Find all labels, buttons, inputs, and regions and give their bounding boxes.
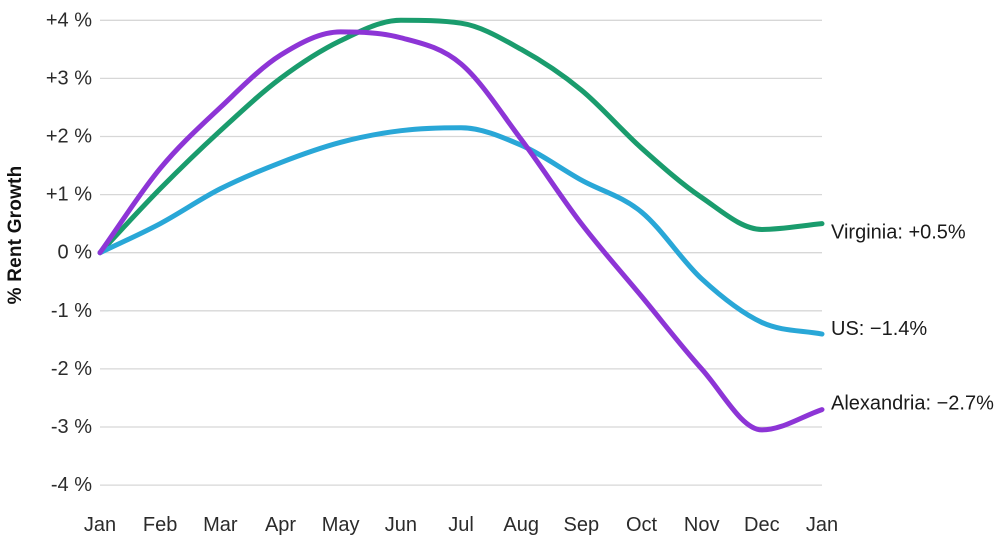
series-end-label-us: US: −1.4% (831, 318, 927, 340)
x-tick-label: Jul (448, 514, 474, 536)
x-tick-label: Jun (385, 514, 417, 536)
series-end-label-virginia: Virginia: +0.5% (831, 222, 966, 244)
x-tick-label: Jan (806, 514, 838, 536)
x-tick-label: Sep (564, 514, 600, 536)
x-tick-label: Nov (684, 514, 720, 536)
y-tick-label: -1 % (51, 300, 92, 322)
y-tick-label: -3 % (51, 416, 92, 438)
y-tick-label: +2 % (46, 126, 92, 148)
x-tick-label: Oct (626, 514, 658, 536)
x-tick-label: Dec (744, 514, 780, 536)
y-tick-label: -2 % (51, 358, 92, 380)
y-tick-label: +3 % (46, 67, 92, 89)
series-line-alexandria (97, 29, 825, 433)
series-end-label-alexandria: Alexandria: −2.7% (831, 393, 994, 415)
y-tick-label: +1 % (46, 184, 92, 206)
y-tick-label: +4 % (46, 9, 92, 31)
y-tick-label: 0 % (58, 242, 93, 264)
series-line-virginia (97, 17, 825, 256)
x-tick-label: Jan (84, 514, 116, 536)
x-tick-label: Apr (265, 514, 296, 536)
x-tick-label: Mar (203, 514, 238, 536)
y-tick-label: -4 % (51, 474, 92, 496)
series-line-us (97, 125, 825, 337)
x-tick-label: Feb (143, 514, 177, 536)
x-tick-label: May (322, 514, 360, 536)
x-tick-label: Aug (503, 514, 539, 536)
